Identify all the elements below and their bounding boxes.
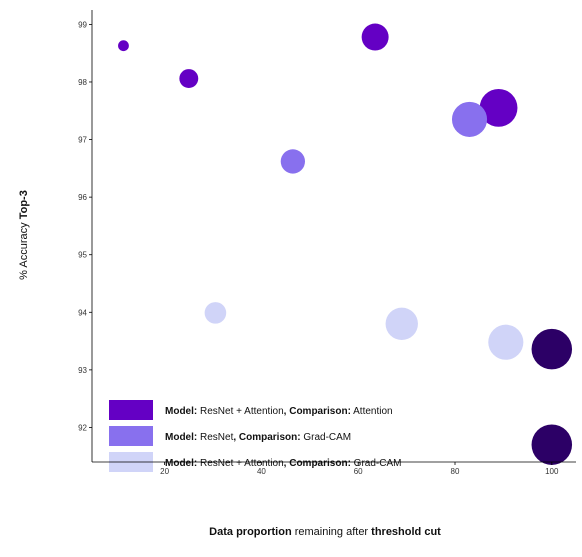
data-point xyxy=(531,328,573,370)
label-part: , Comparison: xyxy=(284,406,351,417)
axes: 92 93 94 95 96 97 98 99 20 40 60 80 100 xyxy=(78,10,576,476)
label-part: Data proportion xyxy=(209,526,292,538)
y-tick-label: 93 xyxy=(78,366,87,375)
y-tick-label: 97 xyxy=(78,136,87,145)
data-point xyxy=(451,101,488,137)
y-tick-label: 99 xyxy=(78,20,87,29)
label-part: Model: xyxy=(165,432,197,443)
y-tick-label: 95 xyxy=(78,251,87,260)
label-part: ResNet + Attention xyxy=(197,458,283,469)
data-point xyxy=(385,307,418,341)
data-point xyxy=(488,324,524,360)
legend-label: Model: ResNet + Attention, Comparison: G… xyxy=(165,458,401,469)
label-part: ResNet xyxy=(197,432,233,443)
label-part: Grad-CAM xyxy=(301,432,352,443)
label-part: % Accuracy xyxy=(18,219,30,280)
label-part: ResNet + Attention xyxy=(197,406,283,417)
label-part: Model: xyxy=(165,458,197,469)
x-axis-title: Data proportion remaining after threshol… xyxy=(209,526,441,538)
data-point xyxy=(479,88,518,127)
y-tick-label: 98 xyxy=(78,78,87,87)
data-point xyxy=(179,69,199,88)
label-part: threshold cut xyxy=(371,526,441,538)
x-tick-label: 20 xyxy=(160,467,169,476)
legend-label: Model: ResNet + Attention, Comparison: A… xyxy=(165,406,393,417)
label-part: remaining after xyxy=(292,526,371,538)
label-part: Attention xyxy=(351,406,393,417)
label-part: Model: xyxy=(165,406,197,417)
data-point xyxy=(531,424,573,465)
label-part: Grad-CAM xyxy=(351,458,402,469)
data-point xyxy=(280,149,306,174)
data-point xyxy=(361,23,389,51)
x-tick-label: 100 xyxy=(545,467,559,476)
plot-area xyxy=(90,8,578,462)
y-axis-title: % Accuracy Top-3 xyxy=(18,190,30,280)
data-point xyxy=(204,302,227,324)
y-tick-label: 96 xyxy=(78,193,87,202)
legend-swatch xyxy=(109,400,153,420)
y-tick-label: 92 xyxy=(78,423,87,432)
label-part: Top-3 xyxy=(18,190,30,219)
points-layer xyxy=(118,23,573,465)
label-part: , Comparison: xyxy=(284,458,351,469)
y-tick-label: 94 xyxy=(78,308,87,317)
x-tick-label: 80 xyxy=(451,467,460,476)
data-point xyxy=(118,40,129,52)
label-part: , Comparison: xyxy=(233,432,300,443)
x-tick-label: 40 xyxy=(257,467,266,476)
legend-swatch xyxy=(109,426,153,446)
legend-label: Model: ResNet, Comparison: Grad-CAM xyxy=(165,432,351,443)
x-tick-label: 60 xyxy=(354,467,363,476)
